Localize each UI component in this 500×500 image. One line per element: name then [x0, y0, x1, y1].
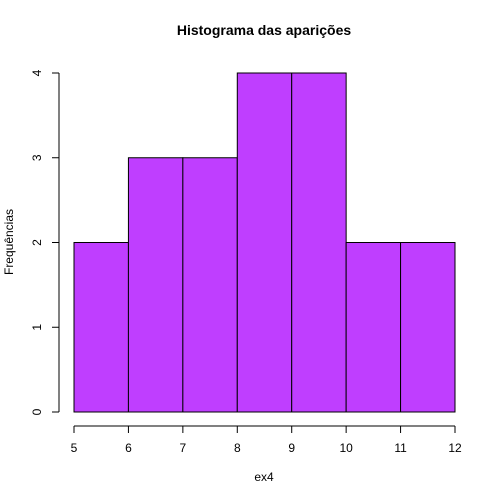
bars-group — [73, 72, 456, 413]
x-axis: 5 6 7 8 9 10 11 12 — [71, 425, 462, 455]
x-axis-label: ex4 — [254, 470, 274, 484]
y-axis-label: Frequências — [2, 209, 16, 275]
histogram-bar-6 — [345, 242, 402, 413]
x-tick-label: 8 — [234, 441, 241, 455]
histogram-bar-3 — [182, 157, 238, 413]
y-tick-label: 4 — [30, 69, 44, 76]
x-tick-label: 5 — [71, 441, 78, 455]
x-tick-label: 6 — [125, 441, 132, 455]
y-tick-label: 1 — [30, 324, 44, 331]
x-tick-label: 7 — [180, 441, 187, 455]
y-tick-label: 2 — [30, 239, 44, 246]
histogram-bar-4 — [236, 72, 293, 413]
histogram-bar-1 — [73, 242, 129, 413]
x-tick-label: 11 — [394, 441, 407, 455]
x-tick-label: 12 — [448, 441, 462, 455]
histogram-bar-2 — [127, 157, 184, 413]
histogram-bar-5 — [291, 72, 347, 413]
chart-title: Histograma das aparições — [177, 22, 352, 38]
y-tick-label: 0 — [30, 408, 44, 415]
y-tick-label: 3 — [30, 154, 44, 161]
x-tick-label: 10 — [339, 441, 353, 455]
histogram-bar-7 — [400, 242, 456, 413]
y-axis: 0 1 2 3 4 — [30, 69, 60, 415]
x-tick-label: 9 — [288, 441, 295, 455]
